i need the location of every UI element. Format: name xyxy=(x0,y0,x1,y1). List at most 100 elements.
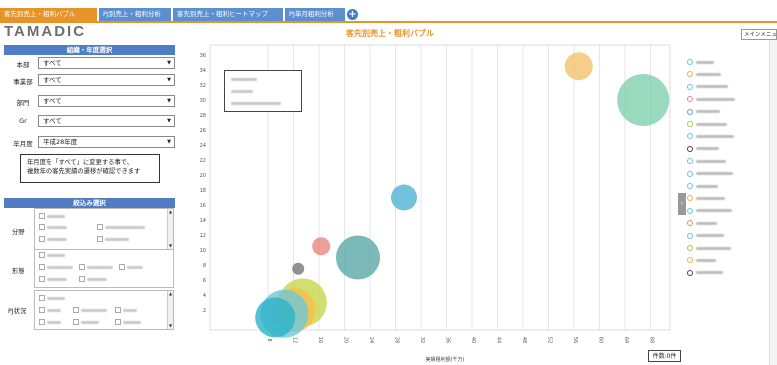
legend-marker-icon xyxy=(687,183,693,189)
legend-marker-icon xyxy=(687,170,693,177)
legend-item[interactable] xyxy=(687,82,739,92)
x-tick-label: 40 xyxy=(470,337,476,343)
filter-keitai-label: 形態 xyxy=(12,268,25,275)
y-tick-label: 36 xyxy=(200,53,206,59)
checkbox[interactable] xyxy=(39,307,45,313)
x-tick-label: 16 xyxy=(317,337,323,343)
legend-marker-icon xyxy=(687,195,693,202)
gr-select[interactable]: すべて ▼ xyxy=(38,115,175,127)
checkbox[interactable] xyxy=(39,252,45,258)
filter-bunya-list[interactable]: ▲ ▼ xyxy=(34,208,174,250)
legend-item[interactable] xyxy=(687,144,739,154)
legend-item[interactable] xyxy=(687,231,739,241)
x-tick-label: 52 xyxy=(547,337,553,343)
bumon-label: 部門 xyxy=(16,99,30,107)
checkbox[interactable] xyxy=(119,264,125,270)
legend-item[interactable] xyxy=(687,193,739,203)
y-tick-label: 28 xyxy=(200,113,206,119)
tab-customer-bubble[interactable]: 客先別売上・粗利バブル xyxy=(0,8,97,21)
org-row-jigyobu: 事業部 すべて ▼ xyxy=(4,74,175,86)
y-tick-label: 32 xyxy=(200,83,206,89)
checkbox[interactable] xyxy=(39,213,45,219)
bubble-point[interactable] xyxy=(312,237,331,256)
org-row-honbu: 本部 すべて ▼ xyxy=(4,57,175,69)
plot-area xyxy=(209,44,671,331)
checkbox[interactable] xyxy=(39,276,45,282)
honbu-label: 本部 xyxy=(16,61,30,69)
checkbox[interactable] xyxy=(39,264,45,270)
filter-keitai-list[interactable] xyxy=(34,250,174,288)
legend-item[interactable] xyxy=(687,268,739,278)
y-tick-label: 12 xyxy=(200,233,206,239)
legend-item[interactable] xyxy=(687,181,739,191)
checkbox[interactable] xyxy=(97,224,103,230)
tab-pj-analysis[interactable]: PJ別売上・粗利分析 xyxy=(99,8,171,21)
org-row-year: 年月度 平成28年度 ▼ xyxy=(4,136,175,148)
y-tick-label: 16 xyxy=(200,203,206,209)
legend-item[interactable] xyxy=(687,243,739,253)
legend-marker-icon xyxy=(687,220,693,227)
y-tick-label: 4 xyxy=(203,293,206,299)
checkbox[interactable] xyxy=(39,224,45,230)
tab-customer-heatmap[interactable]: 客先別売上・粗利ヒートマップ xyxy=(173,8,283,21)
legend-marker-icon xyxy=(687,207,693,214)
chevron-down-icon: ▼ xyxy=(167,98,171,104)
checkbox[interactable] xyxy=(115,307,121,313)
checkbox[interactable] xyxy=(79,264,85,270)
bubble-point[interactable] xyxy=(255,297,296,338)
main-scrollbar[interactable] xyxy=(769,40,777,365)
filter-pj-scrollbar[interactable]: ▲ ▼ xyxy=(167,291,173,329)
checkbox[interactable] xyxy=(39,236,45,242)
note-line-2: 複数年の客先実績の遷移が確認できます xyxy=(27,168,141,175)
add-tab-button[interactable]: + xyxy=(347,9,358,20)
org-panel-title: 組織・年度選択 xyxy=(4,45,175,55)
legend-item[interactable] xyxy=(687,255,739,265)
checkbox[interactable] xyxy=(73,307,79,313)
chevron-down-icon: ▼ xyxy=(167,139,171,145)
filter-bunya-scrollbar[interactable]: ▲ ▼ xyxy=(167,209,173,249)
bubble-point[interactable] xyxy=(292,262,305,275)
bubble-point[interactable] xyxy=(336,235,380,280)
checkbox[interactable] xyxy=(97,236,103,242)
legend-item[interactable] xyxy=(687,94,739,104)
legend-marker-icon xyxy=(687,245,693,251)
legend-item[interactable] xyxy=(687,206,739,216)
chevron-down-icon: ▼ xyxy=(167,77,171,83)
bubble-point[interactable] xyxy=(564,52,593,81)
checkbox[interactable] xyxy=(115,319,121,325)
legend-item[interactable] xyxy=(687,107,739,117)
checkbox[interactable] xyxy=(79,276,85,282)
checkbox[interactable] xyxy=(39,295,45,301)
legend-item[interactable] xyxy=(687,57,739,67)
x-tick-label: 44 xyxy=(496,337,502,343)
checkbox[interactable] xyxy=(39,319,45,325)
note-line-1: 年月度を「すべて」に変更する事で、 xyxy=(27,159,134,166)
legend-item[interactable] xyxy=(687,131,739,141)
bubble-point[interactable] xyxy=(391,184,417,211)
legend-marker-icon xyxy=(687,232,693,239)
y-tick-label: 6 xyxy=(203,278,206,284)
legend-item[interactable] xyxy=(687,119,739,129)
y-tick-label: 10 xyxy=(200,248,206,254)
legend-item[interactable] xyxy=(687,169,739,179)
legend-marker-icon xyxy=(687,83,693,90)
tab-pj-monthly[interactable]: PJ単月粗利分析 xyxy=(285,8,345,21)
legend-marker-icon xyxy=(687,269,693,276)
filter-pj-status-list[interactable]: ▲ ▼ xyxy=(34,290,174,330)
org-panel: 組織・年度選択 本部 すべて ▼ 事業部 すべて ▼ 部門 すべて ▼ Gr すべて ▼… xyxy=(4,45,175,185)
year-select[interactable]: 平成28年度 ▼ xyxy=(38,136,175,148)
legend-item[interactable] xyxy=(687,69,739,79)
checkbox[interactable] xyxy=(73,319,79,325)
collapse-legend-button[interactable]: › xyxy=(678,193,686,215)
honbu-select[interactable]: すべて ▼ xyxy=(38,57,175,69)
legend-item[interactable] xyxy=(687,218,739,228)
legend-marker-icon xyxy=(687,59,693,65)
legend-item[interactable] xyxy=(687,156,739,166)
chevron-down-icon: ▼ xyxy=(167,60,171,66)
bumon-select[interactable]: すべて ▼ xyxy=(38,95,175,107)
bubble-point[interactable] xyxy=(617,74,670,126)
org-row-gr: Gr すべて ▼ xyxy=(4,115,175,127)
x-tick-label: 24 xyxy=(368,337,374,343)
jigyobu-select[interactable]: すべて ▼ xyxy=(38,74,175,86)
